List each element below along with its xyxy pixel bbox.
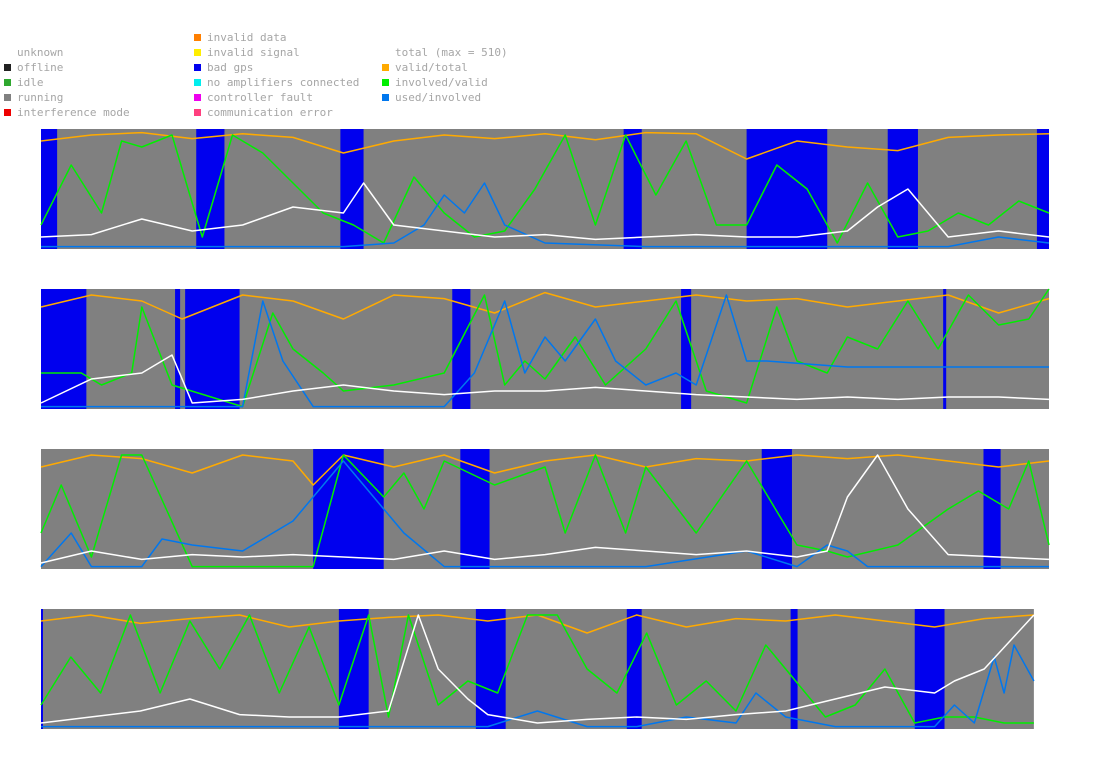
bad-gps-band xyxy=(790,609,798,729)
legend-item-valid-total: valid/total xyxy=(382,60,468,75)
legend-label: total (max = 510) xyxy=(395,46,508,59)
legend-item-idle: idle xyxy=(4,75,44,90)
series-line-involved-valid xyxy=(40,614,1034,724)
legend-label: used/involved xyxy=(395,91,482,104)
bad-gps-band xyxy=(681,289,692,409)
series-line-total-max-510- xyxy=(40,354,1050,404)
legend-item-running: running xyxy=(4,90,64,105)
strip-1 xyxy=(40,129,1050,249)
legend-label: communication error xyxy=(207,106,333,119)
strip-2 xyxy=(40,288,1050,409)
bad-gps-band xyxy=(475,609,506,729)
legend-swatch-running xyxy=(4,94,11,101)
series-line-total-max-510- xyxy=(40,614,1035,724)
bad-gps-band xyxy=(41,129,58,249)
legend-label: idle xyxy=(17,76,44,89)
bad-gps-band xyxy=(452,289,471,409)
legend-label: invalid signal xyxy=(207,46,300,59)
bad-gps-band xyxy=(313,449,384,569)
bad-gps-band xyxy=(623,129,642,249)
series-line-used-involved xyxy=(41,294,1049,408)
legend-label: unknown xyxy=(17,46,64,59)
series-line-total-max-510- xyxy=(40,454,1050,564)
bad-gps-band xyxy=(41,609,43,729)
series-line-involved-valid xyxy=(41,288,1050,408)
legend-label: involved/valid xyxy=(395,76,488,89)
series-line-valid-total xyxy=(40,291,1050,320)
bad-gps-band xyxy=(914,609,945,729)
bad-gps-band xyxy=(983,449,1001,569)
bad-gps-band xyxy=(340,129,364,249)
legend-item-involved-valid: involved/valid xyxy=(382,75,488,90)
bad-gps-band xyxy=(761,449,792,569)
legend-swatch-controller-fault xyxy=(194,94,201,101)
strip-4 xyxy=(40,609,1035,729)
chart-legend: unknown offline idle running interferenc… xyxy=(0,0,1095,125)
legend-swatch-bad-gps xyxy=(194,64,201,71)
legend-swatch-offline xyxy=(4,64,11,71)
legend-label: valid/total xyxy=(395,61,468,74)
legend-item-total: total (max = 510) xyxy=(395,45,508,60)
series-line-used-involved xyxy=(41,182,1050,248)
legend-item-no-amplifiers: no amplifiers connected xyxy=(194,75,360,90)
legend-label: running xyxy=(17,91,64,104)
legend-swatch-valid-total xyxy=(382,64,389,71)
legend-item-invalid-signal: invalid signal xyxy=(194,45,300,60)
series-line-valid-total xyxy=(40,131,1050,160)
legend-swatch-used-involved xyxy=(382,94,389,101)
bad-gps-band xyxy=(746,129,828,249)
legend-label: interference mode xyxy=(17,106,130,119)
bad-gps-band xyxy=(185,289,240,409)
legend-swatch-interference xyxy=(4,109,11,116)
bad-gps-band xyxy=(175,289,181,409)
strip-background xyxy=(41,609,1034,729)
legend-item-controller-fault: controller fault xyxy=(194,90,313,105)
bad-gps-band xyxy=(460,449,490,569)
bad-gps-band xyxy=(41,289,87,409)
legend-item-communication-error: communication error xyxy=(194,105,333,120)
legend-swatch-involved-valid xyxy=(382,79,389,86)
legend-item-bad-gps: bad gps xyxy=(194,60,254,75)
series-line-used-involved xyxy=(41,644,1035,728)
series-line-involved-valid xyxy=(40,134,1050,244)
legend-item-interference-mode: interference mode xyxy=(4,105,130,120)
legend-swatch-no-amplifiers xyxy=(194,79,201,86)
series-line-valid-total xyxy=(40,454,1050,486)
series-line-used-involved xyxy=(40,460,1049,568)
legend-swatch-communication-error xyxy=(194,109,201,116)
legend-item-unknown: unknown xyxy=(17,45,63,60)
legend-label: bad gps xyxy=(207,61,254,74)
legend-item-invalid-data: invalid data xyxy=(194,30,287,45)
legend-item-used-involved: used/involved xyxy=(382,90,482,105)
bad-gps-band xyxy=(943,289,947,409)
legend-label: controller fault xyxy=(207,91,313,104)
strip-3 xyxy=(40,449,1050,569)
legend-item-offline: offline xyxy=(4,60,64,75)
bad-gps-band xyxy=(1036,129,1049,249)
series-line-total-max-510- xyxy=(40,182,1050,241)
legend-label: invalid data xyxy=(207,31,287,44)
legend-label: offline xyxy=(17,61,64,74)
legend-swatch-idle xyxy=(4,79,11,86)
series-line-involved-valid xyxy=(40,454,1050,568)
legend-label: no amplifiers connected xyxy=(207,76,360,89)
legend-swatch-invalid-data xyxy=(194,34,201,41)
bad-gps-band xyxy=(626,609,642,729)
legend-swatch-invalid-signal xyxy=(194,49,201,56)
